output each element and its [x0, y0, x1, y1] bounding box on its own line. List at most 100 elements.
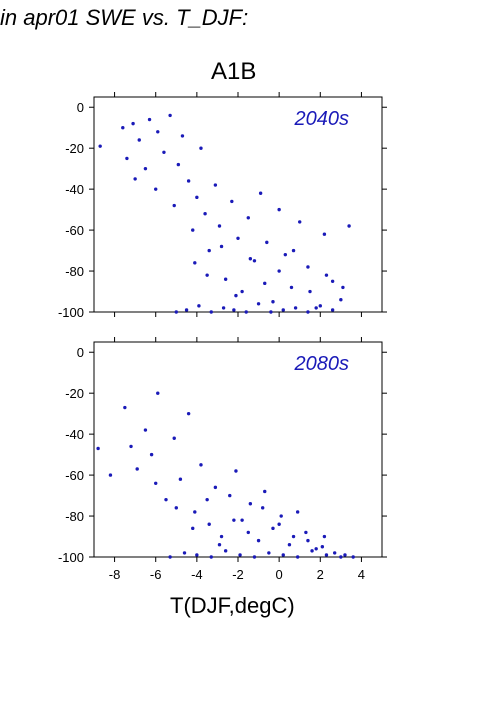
scatter-point [304, 530, 308, 535]
scatter-point [133, 177, 137, 181]
scatter-point [310, 549, 314, 553]
scatter-point [221, 306, 226, 310]
scatter-point [252, 259, 257, 263]
scatter-point [123, 405, 127, 410]
scatter-point [184, 308, 189, 312]
scatter-point [96, 446, 100, 451]
y-tick-label: -60 [65, 468, 84, 483]
scatter-point [193, 261, 197, 265]
scatter-point [269, 310, 273, 314]
scatter-point [168, 113, 172, 118]
scatter-point [180, 134, 185, 138]
scatter-point [228, 493, 232, 498]
x-tick-label: -6 [150, 567, 162, 582]
scatter-point [234, 293, 238, 298]
scatter-point [347, 224, 351, 228]
scatter-point [295, 510, 300, 514]
scatter-point [108, 473, 113, 477]
scatter-point [256, 302, 261, 306]
scenario-title: A1B [211, 58, 257, 85]
y-tick-label: -40 [65, 427, 84, 442]
scatter-point [320, 545, 325, 549]
scatter-point [174, 506, 178, 510]
scatter-point [244, 310, 248, 314]
scatter-point [207, 248, 211, 253]
scatter-point [263, 489, 267, 494]
scatter-point [332, 551, 337, 555]
scatter-point [289, 285, 294, 290]
x-tick-label: 0 [276, 567, 283, 582]
scatter-point [154, 481, 158, 485]
scatter-point [168, 555, 172, 559]
scatter-point [176, 162, 181, 167]
scatter-point [246, 216, 250, 220]
scatter-point [277, 207, 281, 212]
scatter-point [213, 183, 218, 187]
scatter-point [143, 166, 148, 171]
scatter-point [191, 228, 195, 232]
scatter-point [219, 244, 224, 249]
x-tick-label: -8 [109, 567, 121, 582]
scatter-point [217, 224, 222, 228]
y-tick-label: -80 [65, 264, 84, 279]
scatter-point [246, 530, 250, 535]
scatter-point [324, 273, 329, 277]
scatter-point [186, 411, 191, 416]
scatter-point [341, 285, 345, 290]
scatter-point [287, 543, 292, 547]
y-tick-label: -60 [65, 223, 84, 238]
scatter-point [213, 485, 218, 490]
x-axis-label: T(DJF,degC) [170, 593, 295, 618]
scatter-point [199, 146, 203, 150]
scatter-point [230, 199, 234, 204]
scatter-point [209, 555, 213, 559]
scatter-point [178, 477, 183, 481]
panel-label: 2040s [294, 108, 350, 130]
scatter-point [281, 553, 285, 557]
scatter-point [238, 553, 242, 557]
scatter-point [135, 467, 139, 471]
x-tick-label: -4 [191, 567, 203, 582]
scatter-point [209, 310, 213, 314]
scatter-point [343, 553, 347, 557]
scatter-point [324, 553, 329, 557]
scatter-point [147, 117, 152, 122]
scatter-point [232, 518, 236, 522]
y-tick-label: 0 [77, 100, 84, 115]
scatter-point [248, 502, 253, 506]
scatter-point [306, 265, 310, 269]
scatter-point [263, 281, 267, 286]
scatter-point [223, 277, 228, 281]
scatter-point [240, 518, 244, 522]
y-tick-label: -20 [65, 141, 84, 156]
scatter-point [182, 551, 187, 555]
scatter-point [339, 298, 343, 302]
scatter-point [156, 130, 160, 134]
scatter-point [265, 240, 269, 245]
scatter-point [351, 555, 355, 559]
scatter-point [199, 463, 203, 467]
scatter-point [131, 121, 135, 126]
scatter-point [330, 279, 335, 283]
scatter-point [283, 252, 288, 257]
scatter-point [172, 436, 176, 440]
scatter-point [291, 248, 296, 253]
y-tick-label: -100 [58, 550, 84, 565]
scatter-point [271, 300, 275, 304]
scatter-point [219, 534, 224, 539]
scatter-point [260, 506, 265, 510]
scatter-point [298, 220, 302, 224]
scatter-point [236, 236, 240, 240]
scatter-point [137, 138, 141, 142]
x-tick-label: 2 [317, 567, 324, 582]
y-tick-label: -100 [58, 305, 84, 320]
scatter-point [234, 469, 238, 473]
scatter-point [172, 203, 176, 208]
scatter-point [295, 555, 300, 559]
scatter-point [232, 308, 236, 312]
scatter-point [162, 150, 166, 154]
scatter-point [164, 497, 168, 502]
x-tick-label: -2 [232, 567, 244, 582]
scatter-point [267, 551, 271, 555]
scatter-point [121, 126, 125, 130]
